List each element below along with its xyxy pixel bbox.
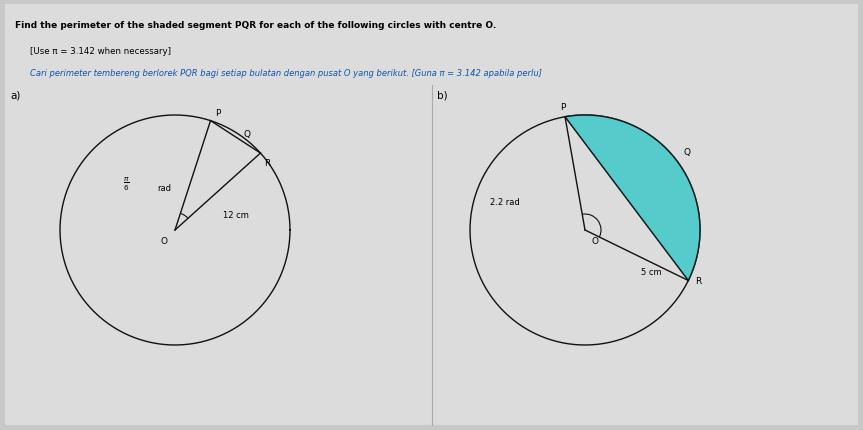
Text: $\frac{\pi}{6}$: $\frac{\pi}{6}$: [123, 175, 130, 193]
Text: a): a): [10, 91, 21, 101]
Text: O: O: [160, 237, 167, 246]
Text: b): b): [437, 91, 448, 101]
Text: rad: rad: [157, 184, 171, 193]
Text: P: P: [560, 102, 566, 111]
Text: 5 cm: 5 cm: [640, 267, 661, 276]
Text: O: O: [591, 237, 598, 246]
Text: R: R: [264, 159, 271, 168]
Text: [Use π = 3.142 when necessary]: [Use π = 3.142 when necessary]: [30, 47, 171, 56]
Text: 2.2 rad: 2.2 rad: [490, 198, 520, 207]
Text: P: P: [216, 108, 221, 117]
Text: R: R: [696, 276, 702, 286]
Text: Q: Q: [683, 147, 691, 157]
Text: Cari perimeter tembereng berlorek PQR bagi setiap bulatan dengan pusat O yang be: Cari perimeter tembereng berlorek PQR ba…: [30, 69, 542, 78]
Text: 12 cm: 12 cm: [223, 210, 249, 219]
Text: Q: Q: [243, 130, 250, 139]
Polygon shape: [565, 116, 700, 281]
Text: Find the perimeter of the shaded segment PQR for each of the following circles w: Find the perimeter of the shaded segment…: [15, 21, 496, 30]
FancyBboxPatch shape: [5, 5, 858, 425]
